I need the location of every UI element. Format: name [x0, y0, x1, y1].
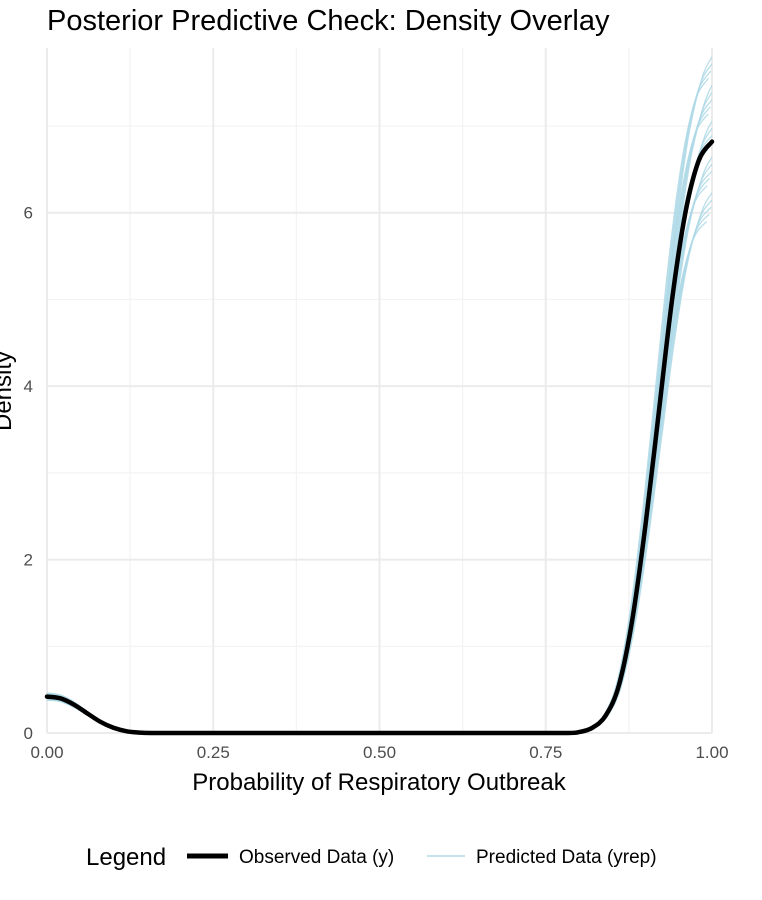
x-tick-label: 0.25	[197, 743, 230, 762]
predicted-density-line	[46, 149, 709, 734]
y-tick-label: 4	[24, 377, 33, 396]
legend-label-predicted: Predicted Data (yrep)	[476, 847, 657, 868]
predicted-density-line	[46, 177, 711, 734]
y-tick-label: 2	[24, 551, 33, 570]
y-tick-label: 6	[24, 204, 33, 223]
predicted-density-line	[46, 185, 708, 734]
x-axis-title: Probability of Respiratory Outbreak	[192, 769, 567, 796]
tick-labels: 0.00 0.25 0.50 0.75 1.00 0 2 4 6	[24, 204, 729, 762]
grid	[46, 48, 713, 734]
observed-density-line	[44, 139, 715, 736]
predicted-density-line	[46, 142, 711, 734]
y-axis-title: Density	[0, 351, 17, 431]
legend: Legend Observed Data (y) Predicted Data …	[86, 844, 657, 871]
x-tick-label: 0.50	[363, 743, 396, 762]
legend-title: Legend	[86, 844, 166, 871]
predicted-density-line	[46, 220, 708, 734]
x-tick-label: 0.00	[30, 743, 63, 762]
predicted-density-line	[46, 113, 709, 734]
x-tick-label: 1.00	[695, 743, 728, 762]
y-tick-label: 0	[24, 724, 33, 743]
observed-series	[44, 139, 715, 736]
predicted-density-line	[46, 213, 710, 734]
x-tick-label: 0.75	[529, 743, 562, 762]
legend-label-observed: Observed Data (y)	[239, 847, 394, 868]
predicted-density-line	[46, 77, 710, 734]
chart-title: Posterior Predictive Check: Density Over…	[47, 5, 610, 37]
